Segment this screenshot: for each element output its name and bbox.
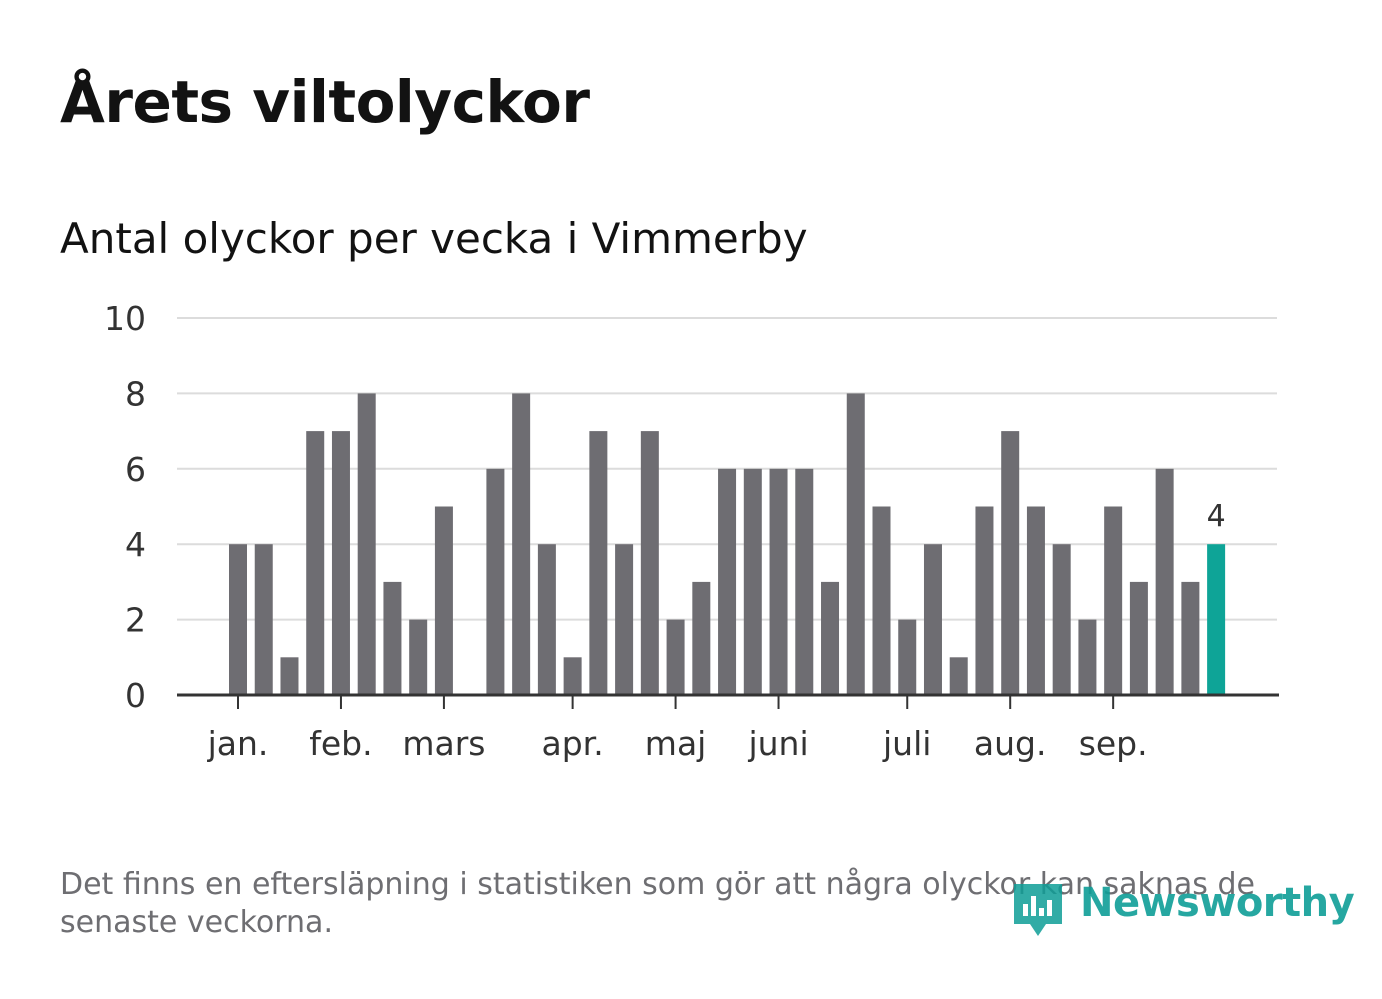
- bar: [563, 657, 582, 695]
- y-tick-label: 10: [104, 299, 146, 338]
- bar: [306, 431, 325, 695]
- data-label: 4: [1207, 499, 1226, 534]
- x-axis: jan. feb. mars apr. maj juni juli aug. sep.: [177, 693, 1279, 763]
- y-tick-label: 0: [125, 676, 146, 715]
- bar: [872, 506, 891, 695]
- bars: [229, 393, 1226, 695]
- bar: [898, 619, 917, 695]
- bar-highlight: [1207, 544, 1226, 695]
- bar: [409, 619, 428, 695]
- y-tick-label: 2: [125, 601, 146, 640]
- bar: [537, 544, 556, 695]
- bar: [769, 468, 788, 695]
- chart-subtitle: Antal olyckor per vecka i Vimmerby: [60, 214, 808, 263]
- x-tick-label: juni: [747, 724, 808, 763]
- x-tick-label: juli: [882, 724, 931, 763]
- bar: [743, 468, 762, 695]
- bar: [229, 544, 247, 695]
- x-tick-label: apr.: [542, 724, 604, 763]
- y-tick-label: 8: [125, 374, 146, 413]
- newsworthy-logo[interactable]: Newsworthy: [1010, 878, 1355, 948]
- data-labels: 4: [1207, 499, 1226, 534]
- bar: [1026, 506, 1045, 695]
- bar: [640, 431, 659, 695]
- bar: [589, 431, 608, 695]
- x-tick-label: aug.: [974, 724, 1047, 763]
- x-tick-label: mars: [402, 724, 485, 763]
- bar: [1181, 581, 1200, 695]
- bar: [666, 619, 685, 695]
- bar: [846, 393, 865, 695]
- bar: [1104, 506, 1123, 695]
- bar: [615, 544, 634, 695]
- bar: [1078, 619, 1097, 695]
- x-tick-label: jan.: [207, 724, 269, 763]
- newsworthy-logo-icon: [1014, 884, 1062, 936]
- bar: [975, 506, 994, 695]
- bar: [486, 468, 505, 695]
- bar: [923, 544, 942, 695]
- bar: [280, 657, 299, 695]
- bar: [1129, 581, 1148, 695]
- chart-title: Årets viltolyckor: [60, 68, 590, 136]
- bar: [357, 393, 376, 695]
- bar: [434, 506, 453, 695]
- newsworthy-logo-text: Newsworthy: [1080, 880, 1355, 926]
- y-tick-label: 4: [125, 525, 146, 564]
- x-tick-label: sep.: [1079, 724, 1148, 763]
- bar: [821, 581, 840, 695]
- bar: [1155, 468, 1174, 695]
- bar: [692, 581, 711, 695]
- bar: [1001, 431, 1020, 695]
- bar: [795, 468, 814, 695]
- x-tick-label: maj: [645, 724, 707, 763]
- bar: [254, 544, 273, 695]
- bar-chart: 0 2 4 6 8 10 jan. feb. mars apr. maj juni juli aug. s…: [104, 299, 1279, 763]
- bar: [512, 393, 531, 695]
- y-axis-ticks: 0 2 4 6 8 10: [104, 299, 146, 715]
- bar: [1052, 544, 1071, 695]
- bar: [331, 431, 350, 695]
- bar: [949, 657, 968, 695]
- x-tick-label: feb.: [309, 724, 372, 763]
- y-tick-label: 6: [125, 450, 146, 489]
- bar: [383, 581, 402, 695]
- bar: [718, 468, 737, 695]
